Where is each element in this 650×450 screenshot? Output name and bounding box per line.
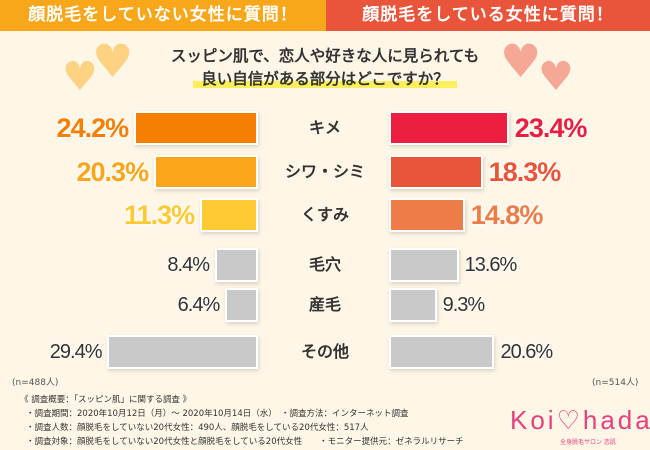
value-right: 20.6% xyxy=(500,341,553,363)
heart-icon: ♥ xyxy=(62,54,98,100)
bar-right xyxy=(389,155,483,189)
heart-icon: ♥ xyxy=(538,54,574,100)
survey-count: ・調査人数：顔脱毛をしていない20代女性：490人、顔脱毛をしている20代女性：… xyxy=(26,423,369,433)
survey-title: 《 調査概要：「スッピン肌」に関する調査 》 xyxy=(20,395,192,405)
n-left: (n=488人) xyxy=(12,378,59,388)
heart-icon: ♥ xyxy=(500,34,542,88)
category-label: くすみ xyxy=(300,205,349,224)
bar-left xyxy=(154,155,258,189)
category-label: その他 xyxy=(300,342,349,361)
value-left: 8.4% xyxy=(167,254,210,276)
value-right: 23.4% xyxy=(514,113,588,143)
value-right: 13.6% xyxy=(464,254,518,276)
value-right: 18.3% xyxy=(488,157,562,187)
value-left: 11.3% xyxy=(124,200,195,230)
logo-sub: 全身脱毛サロン 恋肌 xyxy=(560,439,616,446)
header-right: 顔脱毛をしている女性に質問！ xyxy=(326,0,650,31)
value-left: 6.4% xyxy=(177,294,221,316)
category-label: 産毛 xyxy=(308,295,341,314)
survey-target: ・調査対象：顔脱毛をしていない20代女性と顔脱毛をしている20代女性 ・モニター… xyxy=(26,437,464,447)
question-line1: スッピン肌で、恋人や好きな人に見られても xyxy=(170,47,480,65)
header-left: 顔脱毛をしていない女性に質問！ xyxy=(0,0,326,31)
heart-icon: ♥ xyxy=(92,34,134,88)
bar-right xyxy=(389,335,495,369)
survey-period: ・調査期間：2020年10月12日（月）～ 2020年10月14日（水） ・調査… xyxy=(26,409,409,419)
value-left: 24.2% xyxy=(56,113,130,143)
question-line2-wrap: 良い自信がある部分はどこですか？ xyxy=(0,67,650,89)
bar-right xyxy=(389,248,459,282)
bar-left xyxy=(134,111,258,145)
value-right: 14.8% xyxy=(470,200,544,230)
question-line2: 良い自信がある部分はどこですか？ xyxy=(193,70,457,88)
bar-right xyxy=(389,198,465,232)
bar-left xyxy=(225,288,258,322)
category-label: シワ・シミ xyxy=(284,162,365,181)
category-label: キメ xyxy=(308,118,341,137)
bar-left xyxy=(200,198,258,232)
bar-left xyxy=(107,335,258,369)
bar-left xyxy=(214,248,258,282)
bar-right xyxy=(389,111,509,145)
category-label: 毛穴 xyxy=(308,255,341,274)
value-right: 9.3% xyxy=(442,294,486,316)
bar-right xyxy=(389,288,437,322)
logo: Koi♡hada xyxy=(510,405,650,435)
value-left: 29.4% xyxy=(49,341,103,363)
n-right: (n=514人) xyxy=(592,378,639,388)
value-left: 20.3% xyxy=(76,157,150,187)
